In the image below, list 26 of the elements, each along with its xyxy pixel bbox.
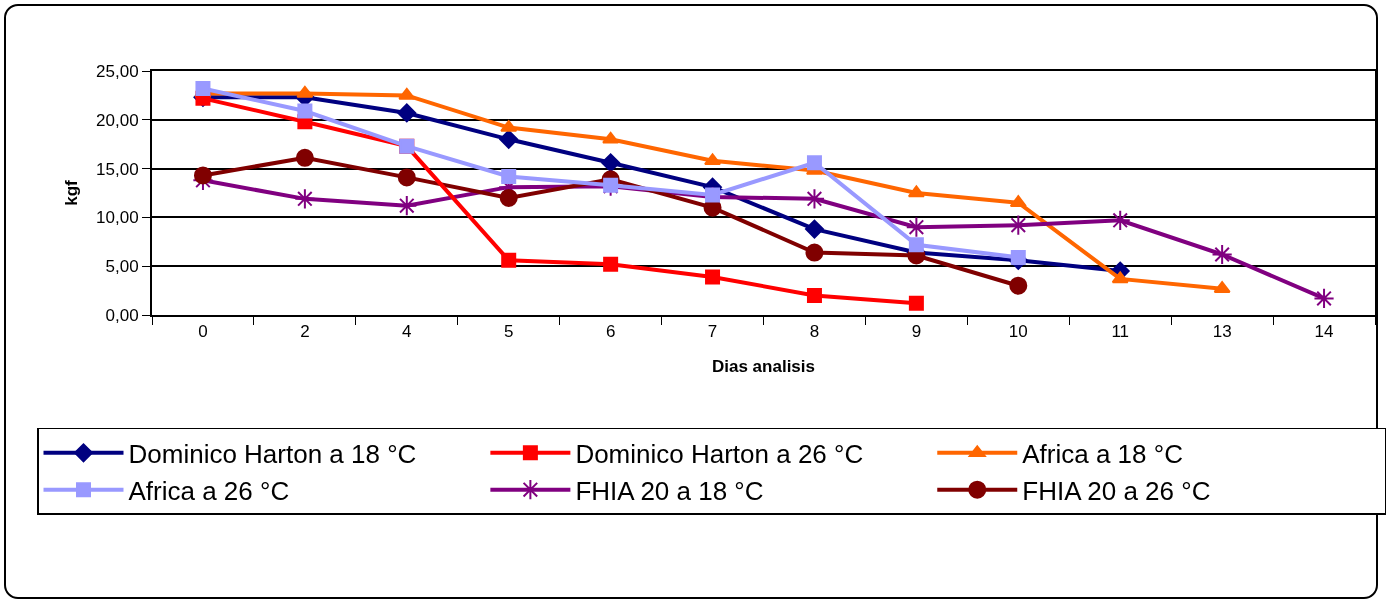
x-tick-label: 2 xyxy=(300,322,310,342)
y-tick-label: 20,00 xyxy=(96,110,139,130)
y-tick-label: 15,00 xyxy=(96,159,139,179)
x-tick-label: 10 xyxy=(1008,322,1028,342)
legend-label: FHIA 20 a 26 °C xyxy=(1022,475,1211,506)
x-tick-label: 8 xyxy=(809,322,820,342)
y-tick-label: 5,00 xyxy=(105,257,139,277)
x-tick-label: 14 xyxy=(1314,322,1334,342)
x-tick-label: 6 xyxy=(605,322,616,342)
x-tick-label: 11 xyxy=(1111,322,1130,342)
y-tick-label: 0,00 xyxy=(105,305,139,325)
x-tick-label: 9 xyxy=(911,322,922,342)
y-tick-label: 10,00 xyxy=(96,208,139,228)
x-tick-label: 0 xyxy=(198,322,208,342)
legend-label: Africa a 26 °C xyxy=(128,475,290,506)
y-tick-label: 25,00 xyxy=(96,61,139,81)
legend-label: Dominico Harton a 18 °C xyxy=(128,439,417,470)
x-tick-label: 4 xyxy=(402,322,412,342)
legend-label: Africa a 18 °C xyxy=(1022,439,1183,470)
x-tick-label: 7 xyxy=(707,322,718,342)
legend-label: FHIA 20 a 18 °C xyxy=(575,475,764,506)
x-tick-label: 5 xyxy=(503,322,514,342)
x-axis-title: Dias analisis xyxy=(711,357,816,377)
x-tick-label: 13 xyxy=(1212,322,1232,342)
legend-label: Dominico Harton a 26 °C xyxy=(575,439,864,470)
y-axis-title: kgf xyxy=(62,179,82,206)
